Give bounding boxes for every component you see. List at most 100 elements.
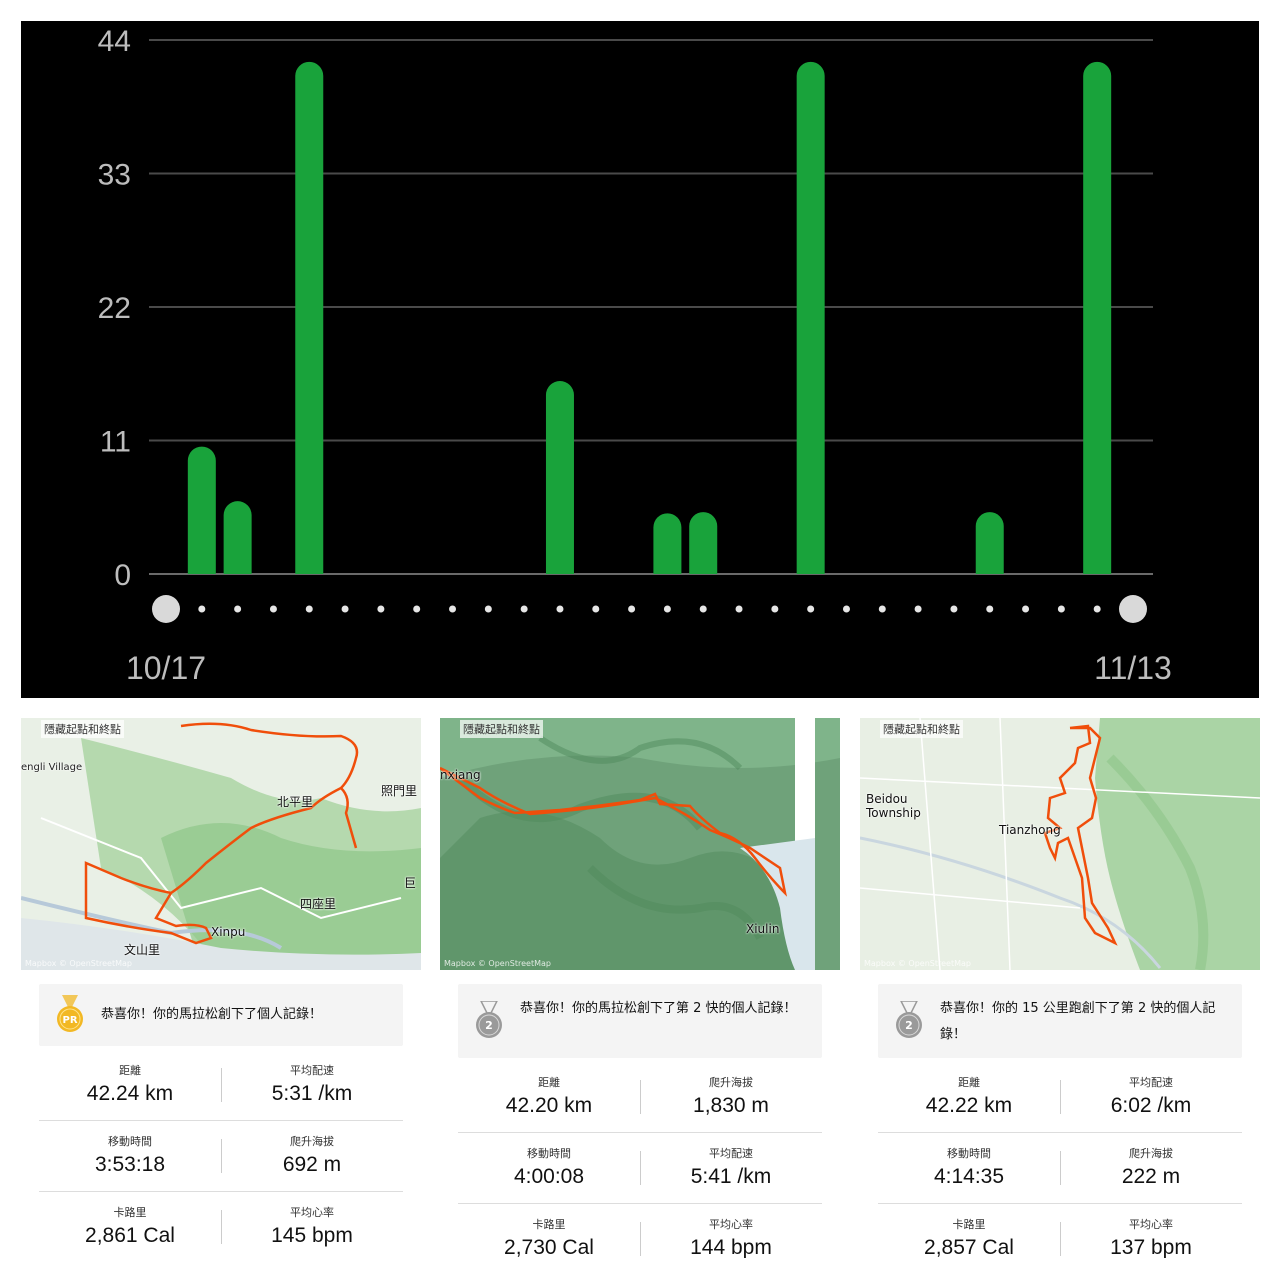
stat-avg-heart-rate: 平均心率 144 bpm xyxy=(690,1218,772,1258)
hide-start-end-label[interactable]: 隱藏起點和終點 xyxy=(41,720,124,738)
bar xyxy=(975,512,1004,574)
map-label-beiping: 北平里 xyxy=(277,795,314,809)
x-axis-dot xyxy=(234,605,242,613)
x-axis-dot xyxy=(807,605,815,613)
achievement-banner: 2 恭喜你！你的 15 公里跑創下了第 2 快的個人記錄！ xyxy=(878,984,1242,1058)
y-tick-label: 33 xyxy=(98,159,131,192)
x-end-label: 11/13 xyxy=(1094,650,1172,686)
stat-distance: 距離 42.22 km xyxy=(925,1076,1013,1117)
achievement-message: 恭喜你！你的馬拉松創下了第 2 快的個人記錄！ xyxy=(520,1001,797,1016)
stats-row: 移動時間 4:00:08 平均配速 5:41 /km xyxy=(458,1133,822,1204)
x-axis-dot xyxy=(1022,605,1030,613)
stat-calories: 卡路里 2,857 Cal xyxy=(924,1218,1014,1258)
map-attribution: Mapbox © OpenStreetMap xyxy=(25,959,132,968)
x-axis-dot xyxy=(986,605,994,613)
stat-avg-heart-rate: 平均心率 137 bpm xyxy=(1110,1218,1192,1258)
stat-elevation-gain: 爬升海拔 222 m xyxy=(1121,1147,1181,1188)
x-axis-dot xyxy=(771,605,779,613)
route-map[interactable]: 隱藏起點和終點 engli Village 北平里 照門里 巨 四座里 Xinp… xyxy=(21,718,421,970)
stats-row: 移動時間 4:14:35 爬升海拔 222 m xyxy=(878,1133,1242,1204)
achievement-banner: 2 恭喜你！你的馬拉松創下了第 2 快的個人記錄！ xyxy=(458,984,822,1058)
range-handle xyxy=(152,595,180,623)
x-start-label: 10/17 xyxy=(126,650,206,686)
x-axis-dot xyxy=(377,605,385,613)
map-label-nxiang: nxiang xyxy=(440,768,481,782)
stat-elevation-gain: 爬升海拔 1,830 m xyxy=(693,1076,769,1117)
activity-card-1[interactable]: 隱藏起點和終點 engli Village 北平里 照門里 巨 四座里 Xinp… xyxy=(21,718,421,1258)
stat-moving-time: 移動時間 4:00:08 xyxy=(513,1147,585,1188)
x-axis-dot xyxy=(628,605,636,613)
x-axis-dot xyxy=(305,605,313,613)
svg-text:PR: PR xyxy=(62,1015,77,1026)
achievement-message: 恭喜你！你的 15 公里跑創下了第 2 快的個人記錄！ xyxy=(940,1001,1216,1042)
stats-grid: 距離 42.24 km 平均配速 5:31 /km 移動時間 3:53:18 爬升海拔… xyxy=(39,1050,403,1258)
stats-grid: 距離 42.22 km 平均配速 6:02 /km 移動時間 4:14:35 爬升海拔… xyxy=(878,1062,1242,1258)
map-attribution: Mapbox © OpenStreetMap xyxy=(444,959,551,968)
route-map-canvas xyxy=(860,718,1260,970)
bar xyxy=(545,381,574,574)
svg-text:2: 2 xyxy=(905,1019,913,1032)
stats-row: 卡路里 2,857 Cal 平均心率 137 bpm xyxy=(878,1204,1242,1258)
stats-row: 距離 42.20 km 爬升海拔 1,830 m xyxy=(458,1062,822,1133)
stat-elevation-gain: 爬升海拔 692 m xyxy=(282,1135,342,1176)
map-label-village: engli Village xyxy=(21,762,83,773)
x-axis-dot xyxy=(914,605,922,613)
bar xyxy=(223,501,252,574)
y-tick-label: 44 xyxy=(98,25,131,58)
x-axis-dot xyxy=(663,605,671,613)
stat-moving-time: 移動時間 4:14:35 xyxy=(933,1147,1005,1188)
stat-calories: 卡路里 2,730 Cal xyxy=(504,1218,594,1258)
x-axis-dot xyxy=(556,605,564,613)
map-label-zhaomen: 照門里 xyxy=(381,784,418,798)
map-label-wenshan: 文山里 xyxy=(124,943,161,957)
stats-row: 距離 42.24 km 平均配速 5:31 /km xyxy=(39,1050,403,1121)
x-axis-dot xyxy=(520,605,528,613)
silver-second-medal-icon: 2 xyxy=(896,1001,922,1038)
stats-grid: 距離 42.20 km 爬升海拔 1,830 m 移動時間 4:00:08 平均配速 5… xyxy=(458,1062,822,1258)
x-axis-dot xyxy=(878,605,886,613)
x-axis-dot xyxy=(484,605,492,613)
map-label-tianzhong: Tianzhong xyxy=(999,823,1061,837)
x-axis-dot xyxy=(1093,605,1101,613)
x-axis-dot xyxy=(341,605,349,613)
silver-second-medal-icon: 2 xyxy=(476,1001,502,1038)
x-axis-dot xyxy=(449,605,457,613)
bar-chart-svg: 44 33 22 11 0 10/17 11/13 xyxy=(98,25,1172,686)
svg-text:2: 2 xyxy=(485,1019,493,1032)
weekly-distance-chart: 44 33 22 11 0 10/17 11/13 xyxy=(21,21,1259,698)
activity-card-3[interactable]: 隱藏起點和終點 Beidou Township Tianzhong Mapbox… xyxy=(860,718,1260,1258)
stat-avg-pace: 平均配速 5:41 /km xyxy=(690,1147,772,1188)
y-tick-label: 22 xyxy=(98,292,131,325)
x-axis-dot xyxy=(198,605,206,613)
x-axis-dot xyxy=(1057,605,1065,613)
route-line xyxy=(1043,724,1118,946)
hide-start-end-label[interactable]: 隱藏起點和終點 xyxy=(460,720,543,738)
route-map[interactable]: 隱藏起點和終點 nxiang Xiulin Mapbox © OpenStree… xyxy=(440,718,840,970)
stat-distance: 距離 42.24 km xyxy=(86,1064,174,1105)
y-tick-label: 0 xyxy=(114,559,131,592)
bar xyxy=(689,512,718,574)
bar xyxy=(796,61,825,574)
route-map-canvas xyxy=(21,718,421,970)
map-label-xiulin: Xiulin xyxy=(746,922,780,936)
stats-row: 距離 42.22 km 平均配速 6:02 /km xyxy=(878,1062,1242,1133)
x-axis-dot xyxy=(269,605,277,613)
route-line xyxy=(440,766,788,897)
map-label-beidou: Beidou Township xyxy=(866,792,921,820)
achievement-message: 恭喜你！你的馬拉松創下了個人記錄！ xyxy=(101,1007,323,1022)
route-line xyxy=(84,722,359,945)
y-tick-label: 11 xyxy=(100,426,131,459)
hide-start-end-label[interactable]: 隱藏起點和終點 xyxy=(880,720,963,738)
stat-distance: 距離 42.20 km xyxy=(505,1076,593,1117)
route-map[interactable]: 隱藏起點和終點 Beidou Township Tianzhong Mapbox… xyxy=(860,718,1260,970)
x-axis-dot xyxy=(413,605,421,613)
achievement-banner: PR 恭喜你！你的馬拉松創下了個人記錄！ xyxy=(39,984,403,1046)
map-label-xinpu: Xinpu xyxy=(211,925,246,939)
x-axis-dot xyxy=(699,605,707,613)
stats-row: 卡路里 2,861 Cal 平均心率 145 bpm xyxy=(39,1192,403,1258)
x-axis-dot xyxy=(735,605,743,613)
bar xyxy=(653,513,682,574)
stat-moving-time: 移動時間 3:53:18 xyxy=(94,1135,166,1176)
activity-card-2[interactable]: 隱藏起點和終點 nxiang Xiulin Mapbox © OpenStree… xyxy=(440,718,840,1258)
stat-calories: 卡路里 2,861 Cal xyxy=(85,1206,175,1247)
